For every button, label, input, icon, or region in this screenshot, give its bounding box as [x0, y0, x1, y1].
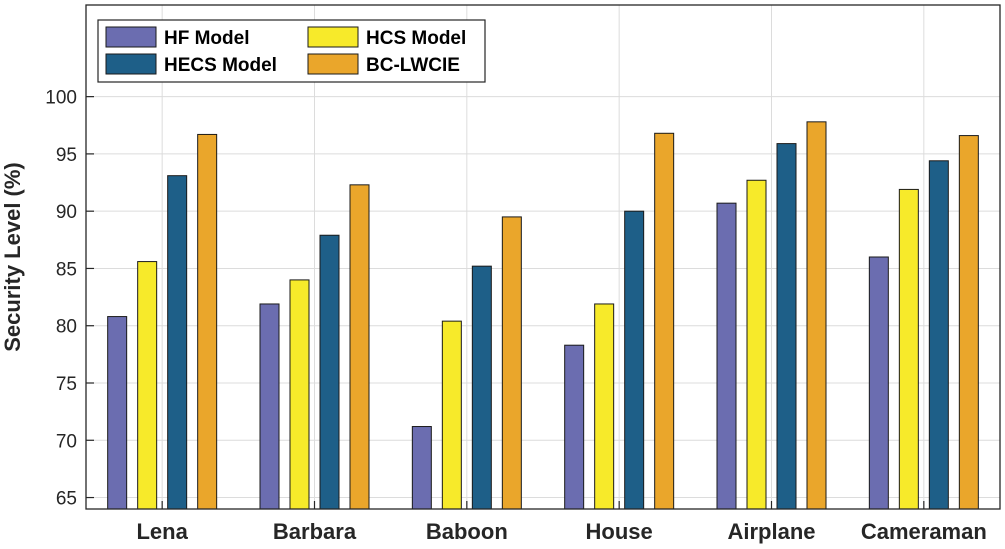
bar-hf-model-cameraman — [868, 256, 889, 510]
bar-hcs-model-barbara — [289, 279, 310, 510]
bar-hf-model-barbara — [259, 303, 280, 510]
legend: HF Model HCS Model HECS Model BC-LWCIE — [97, 19, 486, 83]
bar-hecs-model-barbara — [319, 234, 340, 510]
legend-swatch — [105, 53, 157, 75]
bar-bc-lwcie-house — [654, 132, 675, 510]
bar-hf-model-house — [564, 344, 585, 510]
bar-hecs-model-cameraman — [928, 160, 949, 510]
legend-label: HCS Model — [366, 28, 466, 49]
bar-hecs-model-house — [624, 210, 645, 510]
category-label: Barbara — [273, 519, 357, 544]
bar-bc-lwcie-lena — [197, 133, 218, 510]
bar-hecs-model-lena — [167, 175, 188, 510]
bar-bc-lwcie-baboon — [501, 216, 522, 510]
bar-hcs-model-lena — [137, 261, 158, 510]
bars — [107, 121, 979, 510]
y-tick-label: 95 — [56, 145, 77, 166]
legend-label: HECS Model — [164, 55, 277, 76]
category-label: Baboon — [426, 519, 508, 544]
category-label: Lena — [136, 519, 188, 544]
bar-hcs-model-house — [594, 303, 615, 510]
y-tick-label: 90 — [56, 202, 77, 223]
legend-swatch — [307, 53, 359, 75]
bar-hf-model-baboon — [411, 426, 432, 510]
bar-bc-lwcie-cameraman — [958, 135, 979, 510]
bar-bc-lwcie-airplane — [806, 121, 827, 510]
bar-bc-lwcie-barbara — [349, 184, 370, 510]
y-axis-title: Security Level (%) — [0, 162, 25, 352]
legend-swatch — [307, 26, 359, 48]
x-axis-ticks: Lena Barbara Baboon House Airplane Cameraman — [136, 501, 987, 544]
legend-swatch — [105, 26, 157, 48]
category-label: Cameraman — [861, 519, 987, 544]
bar-hf-model-lena — [107, 316, 128, 510]
y-tick-label: 70 — [56, 431, 77, 452]
bar-hecs-model-airplane — [776, 143, 797, 510]
legend-label: HF Model — [164, 28, 250, 49]
y-tick-label: 80 — [56, 317, 77, 338]
y-tick-label: 85 — [56, 259, 77, 280]
category-label: Airplane — [727, 519, 815, 544]
y-tick-label: 100 — [45, 88, 77, 109]
category-label: House — [586, 519, 653, 544]
bar-hecs-model-baboon — [471, 265, 492, 510]
bar-hf-model-airplane — [716, 202, 737, 510]
y-axis-ticks: 65 70 75 80 85 90 95 100 — [45, 88, 94, 510]
bar-hcs-model-baboon — [441, 320, 462, 510]
y-tick-label: 65 — [56, 489, 77, 510]
legend-label: BC-LWCIE — [366, 55, 460, 76]
legend-box — [97, 19, 486, 83]
bar-hcs-model-cameraman — [898, 188, 919, 510]
plot-frame — [85, 4, 1001, 510]
bar-hcs-model-airplane — [746, 179, 767, 510]
grid-lines — [86, 5, 1000, 509]
y-tick-label: 75 — [56, 374, 77, 395]
